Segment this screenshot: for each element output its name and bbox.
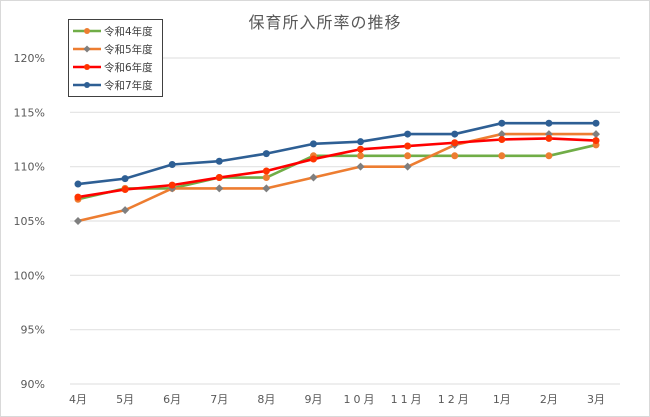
data-point-marker (404, 130, 412, 138)
y-tick-label: 115% (14, 106, 45, 119)
series-lines (74, 119, 600, 225)
data-point-marker (498, 119, 506, 127)
x-tick-label: 11月 (391, 393, 425, 406)
data-point-marker (121, 175, 129, 183)
series-line (77, 121, 596, 186)
legend-swatch-r5-icon (73, 45, 101, 53)
data-point-marker (215, 184, 224, 193)
y-tick-label: 110% (14, 161, 45, 174)
x-tick-label: 7月 (210, 393, 228, 406)
y-axis-ticks: 90% 95% 100% 105% 110% 115% 120% (14, 52, 45, 391)
y-tick-label: 100% (14, 269, 45, 282)
x-tick-label: 12月 (438, 393, 472, 406)
series-line (77, 143, 597, 201)
data-point-marker (357, 138, 365, 146)
data-point-marker (262, 150, 270, 158)
data-point-marker (168, 181, 176, 189)
legend: 令和4年度 令和5年度 令和6年度 令和7年度 (68, 19, 163, 97)
series-line (77, 137, 597, 199)
data-point-marker (592, 119, 600, 127)
data-point-marker (404, 152, 412, 160)
data-point-marker (545, 134, 553, 142)
legend-item-r7: 令和7年度 (69, 76, 162, 94)
y-tick-label: 105% (14, 215, 45, 228)
data-point-marker (451, 152, 459, 160)
x-tick-label: 3月 (587, 393, 605, 406)
legend-swatch-r7-icon (73, 82, 101, 88)
legend-label: 令和5年度 (104, 43, 153, 56)
data-point-marker (357, 145, 365, 153)
data-point-marker (121, 206, 130, 215)
legend-label: 令和6年度 (104, 61, 153, 74)
chart-title: 保育所入所率の推移 (248, 13, 402, 32)
x-axis-ticks: 4月 5月 6月 7月 8月 9月 10月 11月 12月 1月 2月 3月 (69, 393, 605, 406)
data-point-marker (451, 130, 459, 138)
x-tick-label: 6月 (163, 393, 181, 406)
x-tick-label: 1月 (493, 393, 511, 406)
data-point-marker (592, 130, 600, 139)
data-point-marker (592, 137, 600, 145)
y-tick-label: 120% (14, 52, 45, 65)
x-tick-label: 2月 (540, 393, 558, 406)
data-point-marker (356, 162, 365, 171)
legend-item-r5: 令和5年度 (69, 40, 162, 58)
series-line (77, 132, 596, 223)
data-point-marker (403, 162, 412, 171)
legend-label: 令和4年度 (104, 25, 153, 38)
legend-item-r6: 令和6年度 (69, 58, 162, 76)
data-point-marker (121, 185, 129, 193)
x-tick-label: 4月 (69, 393, 87, 406)
data-point-marker (545, 119, 553, 127)
data-point-marker (262, 174, 270, 182)
data-point-marker (74, 180, 82, 188)
x-tick-label: 10月 (344, 393, 378, 406)
data-point-marker (404, 142, 412, 150)
legend-label: 令和7年度 (104, 79, 153, 92)
data-point-marker (498, 136, 506, 143)
data-point-marker (168, 160, 176, 168)
legend-item-r4: 令和4年度 (69, 22, 162, 40)
data-point-marker (215, 174, 223, 182)
gridlines (70, 57, 620, 385)
data-point-marker (309, 155, 317, 163)
data-point-marker (74, 193, 82, 201)
data-point-marker (498, 152, 506, 160)
series-5 (74, 130, 600, 225)
data-point-marker (215, 157, 223, 165)
y-tick-label: 90% (21, 378, 45, 391)
data-point-marker (262, 184, 271, 193)
series-6 (74, 134, 600, 201)
x-tick-label: 5月 (116, 393, 134, 406)
legend-swatch-r6-icon (73, 64, 101, 70)
legend-swatch-r4-icon (73, 28, 101, 34)
data-point-marker (262, 167, 270, 175)
x-tick-label: 9月 (304, 393, 322, 406)
data-point-marker (545, 152, 553, 160)
data-point-marker (357, 152, 365, 160)
data-point-marker (309, 173, 318, 182)
y-tick-label: 95% (21, 324, 45, 337)
data-point-marker (497, 130, 506, 139)
series-7 (74, 119, 600, 188)
data-point-marker (74, 217, 82, 225)
data-point-marker (309, 140, 317, 148)
x-tick-label: 8月 (257, 393, 275, 406)
data-point-marker (451, 139, 459, 147)
